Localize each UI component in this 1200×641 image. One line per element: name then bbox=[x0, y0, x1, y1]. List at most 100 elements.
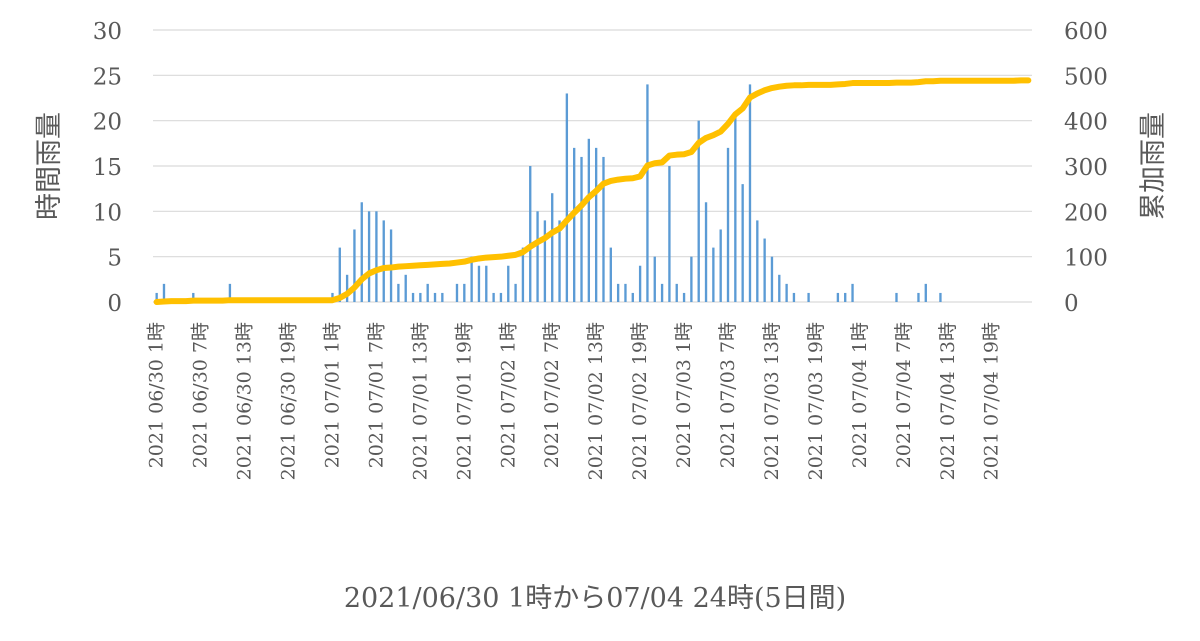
rain-bar bbox=[551, 193, 554, 302]
right-axis-title: 累加雨量 bbox=[1138, 112, 1169, 220]
rain-bar bbox=[646, 84, 649, 303]
rain-bar bbox=[719, 229, 722, 302]
rain-bar bbox=[756, 220, 759, 302]
right-tick-label: 400 bbox=[1064, 110, 1108, 136]
rain-bar bbox=[587, 138, 591, 302]
rain-bar bbox=[770, 256, 774, 302]
rain-bar bbox=[616, 283, 620, 302]
x-tick-label: 2021 06/30 13時 bbox=[234, 322, 256, 480]
rain-bar bbox=[602, 156, 605, 302]
rain-bar bbox=[924, 283, 927, 302]
rain-bar bbox=[514, 283, 517, 302]
rain-bar bbox=[726, 147, 730, 302]
rain-bar bbox=[609, 247, 612, 302]
rain-bar bbox=[741, 184, 744, 302]
x-tick-label: 2021 07/02 1時 bbox=[497, 322, 519, 468]
rain-bar bbox=[499, 292, 503, 302]
rain-bar bbox=[939, 292, 942, 302]
rain-bar bbox=[785, 283, 788, 302]
rain-bar bbox=[529, 166, 532, 302]
rain-bar bbox=[433, 292, 437, 302]
rain-bar bbox=[668, 166, 671, 302]
rain-bar bbox=[470, 256, 473, 302]
x-axis-title: 2021/06/30 1時から07/04 24時(5日間) bbox=[344, 583, 846, 614]
rain-bar bbox=[536, 211, 539, 302]
rain-bar bbox=[558, 220, 561, 302]
rain-bar bbox=[844, 292, 847, 302]
rain-bar bbox=[712, 247, 715, 302]
left-tick-label: 5 bbox=[107, 246, 122, 272]
rain-bar bbox=[441, 292, 444, 302]
right-tick-label: 200 bbox=[1064, 200, 1108, 226]
rain-bar bbox=[521, 247, 525, 302]
right-tick-label: 300 bbox=[1064, 155, 1108, 181]
rain-bar bbox=[492, 292, 495, 302]
rain-bar bbox=[851, 283, 854, 302]
rain-bar bbox=[895, 292, 898, 302]
rain-bar bbox=[734, 111, 737, 302]
rain-bar bbox=[565, 93, 569, 302]
rain-bar bbox=[192, 292, 195, 302]
x-tick-label: 2021 07/03 13時 bbox=[761, 322, 783, 480]
rain-bar bbox=[748, 84, 752, 303]
rain-bar bbox=[419, 292, 422, 302]
cumulative-line bbox=[153, 77, 1032, 305]
rain-bar bbox=[624, 283, 627, 302]
left-tick-label: 20 bbox=[93, 110, 122, 136]
left-tick-label: 15 bbox=[93, 155, 122, 181]
rain-bar bbox=[463, 283, 466, 302]
x-tick-label: 2021 07/03 7時 bbox=[717, 322, 739, 468]
x-tick-label: 2021 07/01 1時 bbox=[322, 322, 344, 468]
x-tick-label: 2021 06/30 19時 bbox=[278, 322, 300, 480]
rain-bar bbox=[426, 283, 429, 302]
rain-bar bbox=[697, 120, 700, 303]
rain-bar bbox=[638, 265, 642, 302]
rain-bar bbox=[631, 292, 634, 302]
left-tick-label: 0 bbox=[107, 291, 122, 317]
gridlines bbox=[153, 29, 1032, 303]
x-tick-label: 2021 07/04 13時 bbox=[937, 322, 959, 480]
x-tick-label: 2021 07/02 13時 bbox=[585, 322, 607, 480]
rain-bar bbox=[411, 292, 415, 302]
rain-bar bbox=[477, 265, 481, 302]
x-tick-label: 2021 07/01 13時 bbox=[409, 322, 431, 480]
cumulative-rain-line bbox=[153, 77, 1032, 305]
right-tick-label: 500 bbox=[1064, 64, 1108, 90]
rain-bar bbox=[360, 202, 363, 302]
x-tick-label: 2021 07/04 1時 bbox=[849, 322, 871, 468]
left-tick-label: 30 bbox=[93, 19, 122, 45]
left-axis-title: 時間雨量 bbox=[34, 112, 65, 220]
rain-bar bbox=[807, 292, 810, 302]
rain-bar bbox=[155, 292, 158, 302]
right-tick-label: 100 bbox=[1064, 246, 1108, 272]
left-axis-ticks: 0 5 10 15 20 25 30 bbox=[93, 19, 122, 317]
rain-bar bbox=[653, 256, 656, 302]
right-axis-ticks: 0 100 200 300 400 500 600 bbox=[1064, 19, 1108, 317]
x-tick-label: 2021 06/30 1時 bbox=[146, 322, 168, 468]
rain-bar bbox=[763, 238, 766, 302]
rain-bar bbox=[580, 156, 583, 302]
x-tick-label: 2021 07/03 19時 bbox=[805, 322, 827, 480]
right-tick-label: 600 bbox=[1064, 19, 1108, 45]
rain-bar bbox=[594, 147, 598, 302]
rain-bar bbox=[675, 283, 678, 302]
x-tick-label: 2021 07/01 7時 bbox=[365, 322, 387, 468]
x-tick-label: 2021 07/04 19時 bbox=[981, 322, 1003, 480]
x-tick-label: 2021 07/03 1時 bbox=[673, 322, 695, 468]
rain-bar bbox=[404, 274, 407, 302]
rain-bar bbox=[543, 220, 547, 302]
x-tick-label: 2021 06/30 7時 bbox=[190, 322, 212, 468]
rain-bar bbox=[367, 211, 371, 302]
rain-bar bbox=[382, 220, 385, 302]
rain-bar bbox=[485, 265, 488, 302]
rain-bar bbox=[917, 292, 920, 302]
rain-bar bbox=[455, 283, 459, 302]
x-tick-label: 2021 07/01 19時 bbox=[453, 322, 475, 480]
rain-bar bbox=[375, 211, 378, 302]
hourly-rain-bars bbox=[155, 84, 942, 303]
rain-bar bbox=[778, 274, 781, 302]
rain-bar bbox=[507, 265, 510, 302]
x-axis-ticks: 2021 06/30 1時 2021 06/30 7時 2021 06/30 13時… bbox=[146, 322, 1003, 480]
rain-bar bbox=[345, 274, 349, 302]
rain-bar bbox=[397, 283, 400, 302]
